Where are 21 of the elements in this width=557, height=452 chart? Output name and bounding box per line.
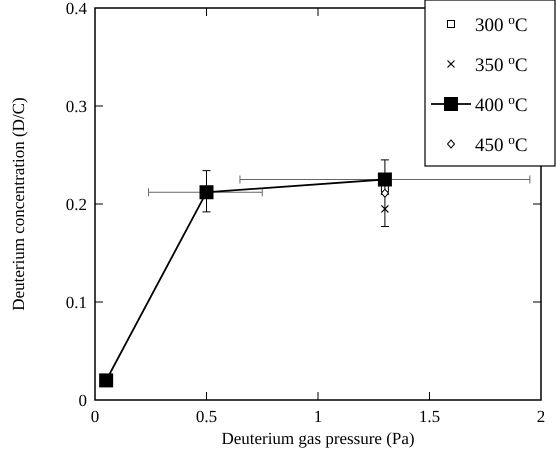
legend-label: 300 $^{o}$C — [475, 12, 528, 36]
point — [380, 204, 389, 213]
point — [380, 188, 389, 198]
legend-label: 400 $^{o}$C — [475, 92, 528, 116]
x-tick-label: 2 — [536, 407, 546, 426]
y-tick-label: 0 — [78, 391, 87, 410]
y-tick-label: 0.3 — [66, 97, 87, 116]
y-axis-title: Deuterium concentration (D/C) — [9, 97, 28, 311]
x-tick-label: 1.5 — [418, 407, 440, 426]
x-tick-label: 1 — [314, 407, 322, 426]
y-tick-label: 0.1 — [66, 293, 87, 312]
point — [378, 172, 392, 186]
x-tick-label: 0.5 — [196, 407, 218, 426]
x-tick-label: 0 — [90, 407, 100, 426]
y-tick-label: 0.2 — [66, 195, 87, 214]
legend-label: 450 $^{o}$C — [475, 132, 528, 156]
point — [99, 373, 114, 388]
x-axis-title: Deuterium gas pressure (Pa) — [221, 429, 415, 448]
legend-label: 350 $^{o}$C — [475, 52, 528, 76]
point — [200, 185, 214, 200]
y-tick-label: 0.4 — [66, 0, 88, 18]
